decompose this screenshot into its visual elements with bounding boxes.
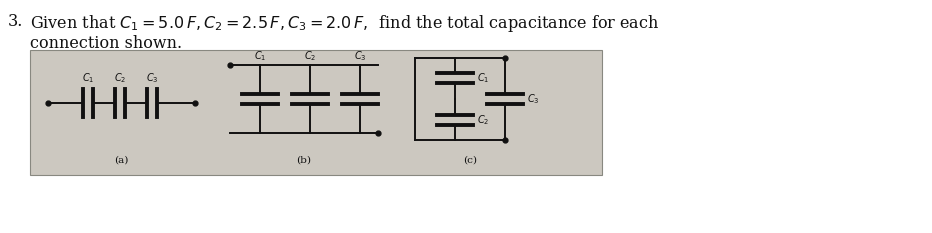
Text: $C_3$: $C_3$ [354,49,366,63]
Text: $C_3$: $C_3$ [527,92,540,106]
Text: (b): (b) [296,156,311,165]
Text: $C_1$: $C_1$ [82,71,94,85]
Text: $C_3$: $C_3$ [145,71,158,85]
Text: (a): (a) [115,156,129,165]
Text: $C_1$: $C_1$ [254,49,267,63]
Text: $C_2$: $C_2$ [304,49,316,63]
Text: 3.: 3. [8,13,23,30]
Text: (c): (c) [463,156,477,165]
Text: $C_2$: $C_2$ [114,71,126,85]
Text: connection shown.: connection shown. [30,35,182,52]
Text: Given that $C_1 = 5.0\,F, C_2 = 2.5\,F, C_3 = 2.0\,F,\,$ find the total capacita: Given that $C_1 = 5.0\,F, C_2 = 2.5\,F, … [30,13,659,34]
FancyBboxPatch shape [30,50,602,175]
Text: $C_2$: $C_2$ [477,113,489,127]
Text: $C_1$: $C_1$ [477,71,489,85]
